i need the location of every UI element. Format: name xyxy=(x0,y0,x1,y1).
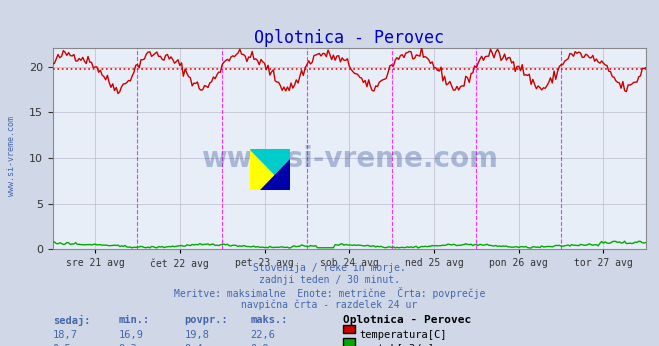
Text: 0,3: 0,3 xyxy=(119,344,137,346)
Text: 0,4: 0,4 xyxy=(185,344,203,346)
Text: 0,5: 0,5 xyxy=(53,344,71,346)
Polygon shape xyxy=(250,149,290,190)
Text: 0,9: 0,9 xyxy=(250,344,269,346)
Text: Slovenija / reke in morje.: Slovenija / reke in morje. xyxy=(253,263,406,273)
Text: sedaj:: sedaj: xyxy=(53,315,90,326)
Title: Oplotnica - Perovec: Oplotnica - Perovec xyxy=(254,29,444,47)
Text: maks.:: maks.: xyxy=(250,315,288,325)
Text: 19,8: 19,8 xyxy=(185,330,210,340)
Text: povpr.:: povpr.: xyxy=(185,315,228,325)
Text: 18,7: 18,7 xyxy=(53,330,78,340)
Text: min.:: min.: xyxy=(119,315,150,325)
Text: www.si-vreme.com: www.si-vreme.com xyxy=(7,116,16,196)
Text: 16,9: 16,9 xyxy=(119,330,144,340)
Polygon shape xyxy=(250,149,290,190)
Text: Oplotnica - Perovec: Oplotnica - Perovec xyxy=(343,315,471,325)
Text: Meritve: maksimalne  Enote: metrične  Črta: povprečje: Meritve: maksimalne Enote: metrične Črta… xyxy=(174,287,485,299)
Polygon shape xyxy=(260,159,290,190)
Text: pretok[m3/s]: pretok[m3/s] xyxy=(359,344,434,346)
Text: 22,6: 22,6 xyxy=(250,330,275,340)
Text: navpična črta - razdelek 24 ur: navpična črta - razdelek 24 ur xyxy=(241,299,418,310)
Text: zadnji teden / 30 minut.: zadnji teden / 30 minut. xyxy=(259,275,400,285)
Text: www.si-vreme.com: www.si-vreme.com xyxy=(201,145,498,173)
Text: temperatura[C]: temperatura[C] xyxy=(359,330,447,340)
